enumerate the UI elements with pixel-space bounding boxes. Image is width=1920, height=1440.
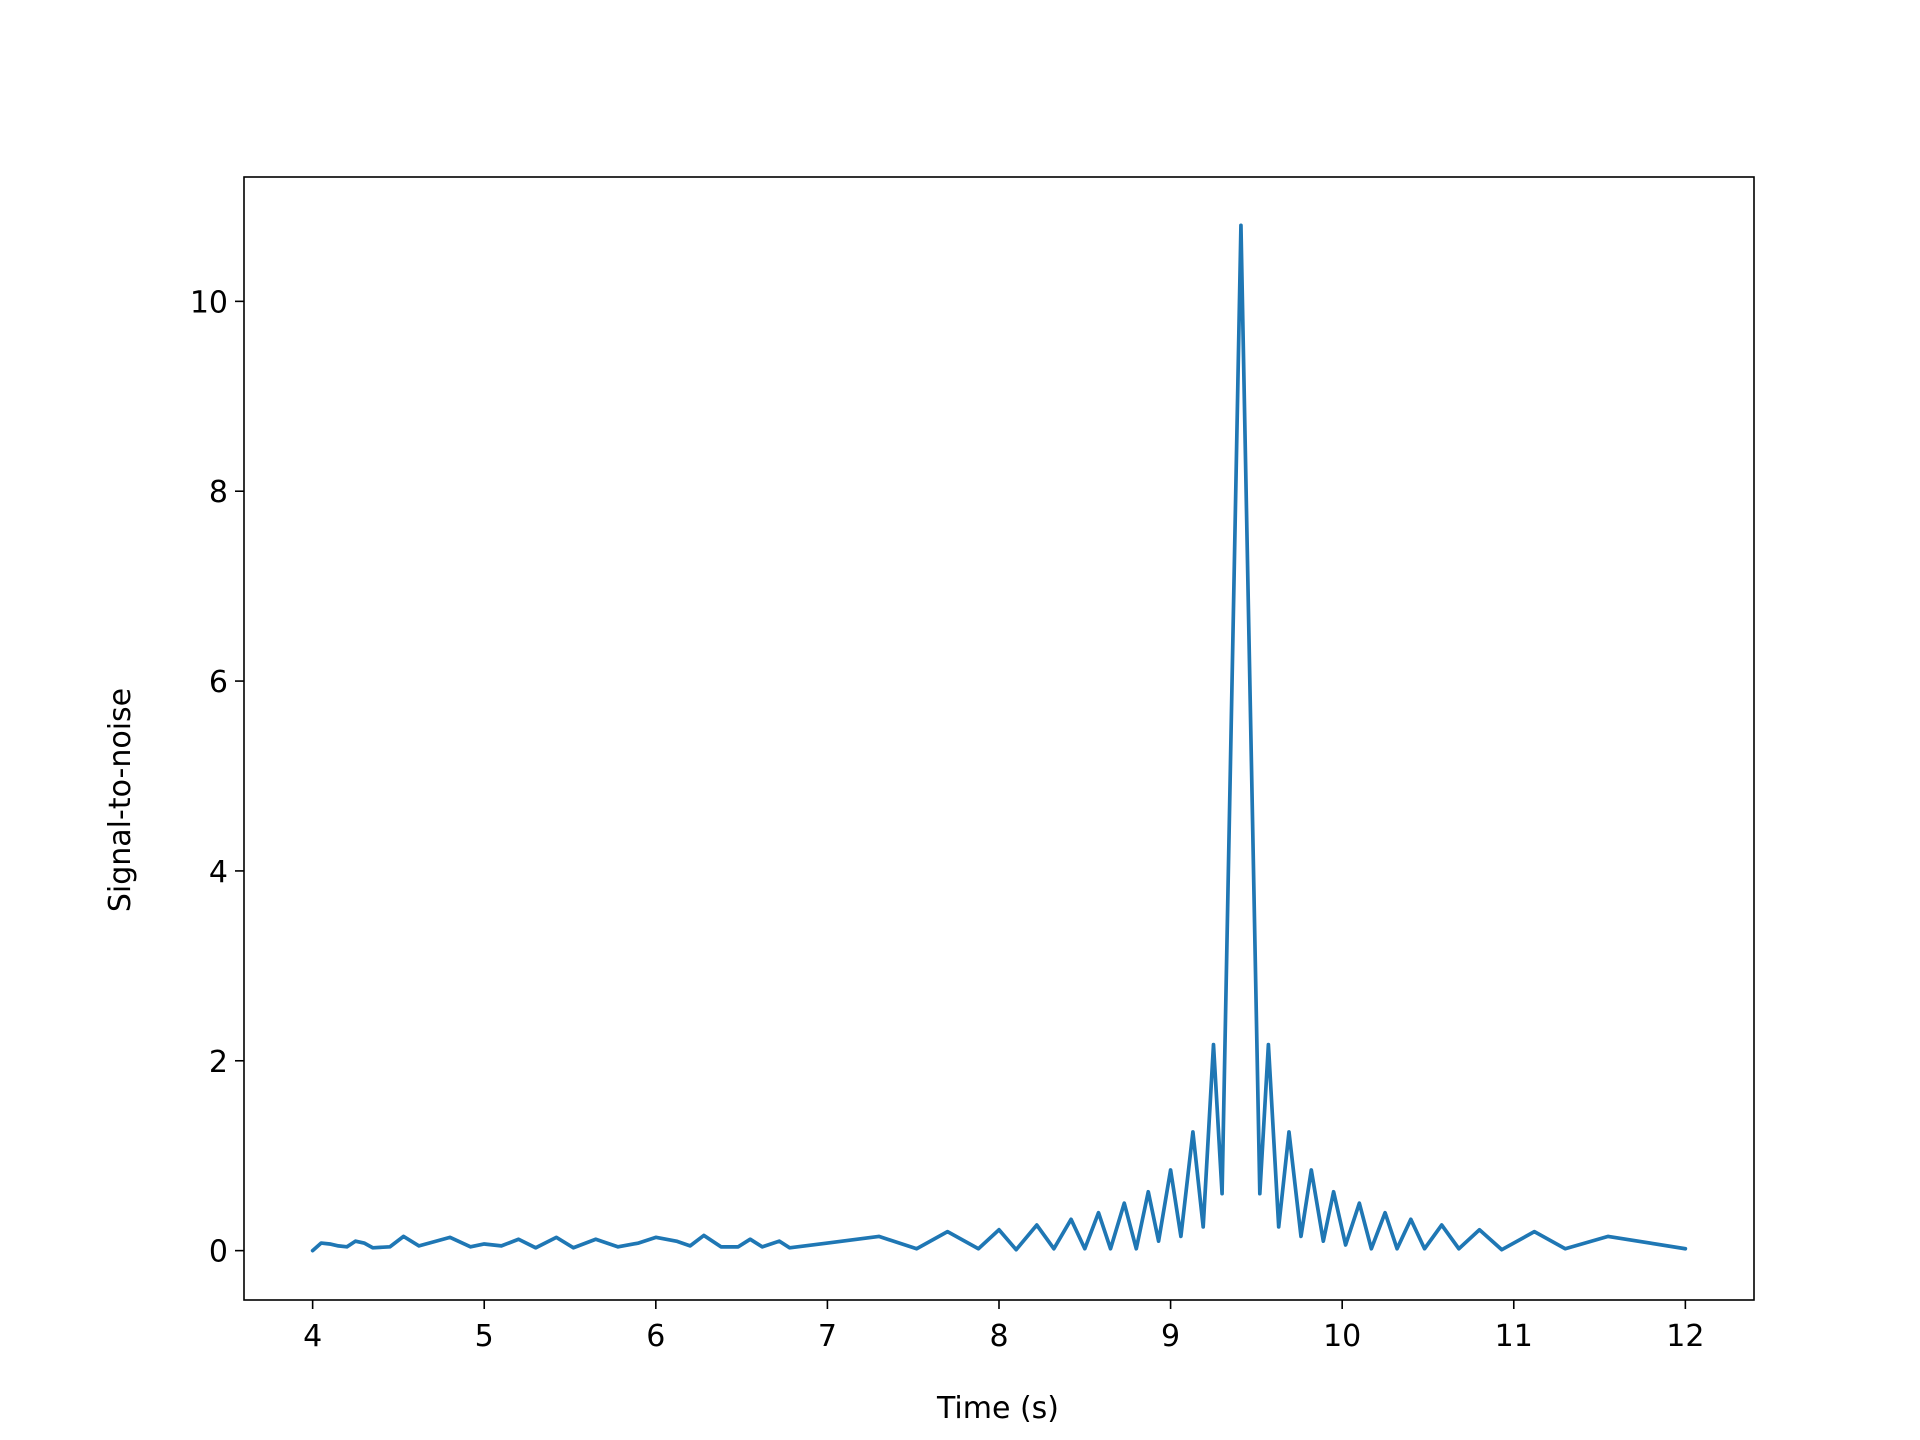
y-tick-label: 10 [190,285,228,320]
plot-frame [243,176,1755,1301]
line-series [310,223,1688,1253]
y-tick-label: 2 [209,1045,228,1080]
x-tick-label: 8 [989,1319,1008,1354]
y-tick-label: 4 [209,855,228,890]
y-axis-label: Signal-to-noise [103,688,138,912]
y-tick-label: 6 [209,665,228,700]
x-tick-label: 4 [303,1319,322,1354]
x-tick-label: 12 [1666,1319,1704,1354]
x-tick-label: 7 [818,1319,837,1354]
x-axis-label: Time (s) [936,1391,1059,1426]
x-tick-label: 9 [1161,1319,1180,1354]
y-tick-label: 8 [209,475,228,510]
x-tick-label: 5 [475,1319,494,1354]
x-tick-label: 11 [1495,1319,1533,1354]
x-tick-label: 10 [1323,1319,1361,1354]
y-tick-label: 0 [209,1235,228,1270]
x-tick-label: 6 [646,1319,665,1354]
